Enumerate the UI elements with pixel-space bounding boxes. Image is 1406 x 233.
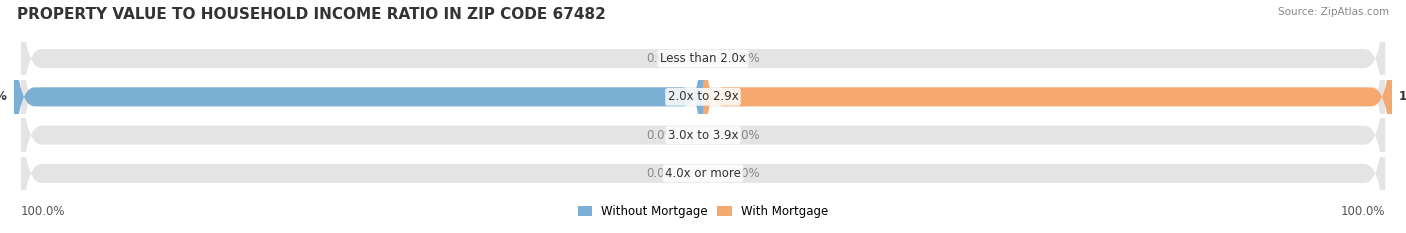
Text: 2.0x to 2.9x: 2.0x to 2.9x (668, 90, 738, 103)
Text: PROPERTY VALUE TO HOUSEHOLD INCOME RATIO IN ZIP CODE 67482: PROPERTY VALUE TO HOUSEHOLD INCOME RATIO… (17, 7, 606, 22)
Text: 3.0x to 3.9x: 3.0x to 3.9x (668, 129, 738, 142)
Text: 0.0%: 0.0% (645, 52, 675, 65)
FancyBboxPatch shape (21, 83, 1385, 233)
Legend: Without Mortgage, With Mortgage: Without Mortgage, With Mortgage (578, 205, 828, 218)
Text: 100.0%: 100.0% (0, 90, 7, 103)
Text: 4.0x or more: 4.0x or more (665, 167, 741, 180)
FancyBboxPatch shape (21, 0, 1385, 149)
Text: Source: ZipAtlas.com: Source: ZipAtlas.com (1278, 7, 1389, 17)
Text: 0.0%: 0.0% (731, 52, 761, 65)
Text: 0.0%: 0.0% (645, 129, 675, 142)
FancyBboxPatch shape (703, 7, 1392, 187)
Text: Less than 2.0x: Less than 2.0x (659, 52, 747, 65)
Text: 0.0%: 0.0% (731, 129, 761, 142)
Text: 100.0%: 100.0% (21, 205, 66, 218)
Text: 100.0%: 100.0% (1399, 90, 1406, 103)
FancyBboxPatch shape (14, 7, 703, 187)
FancyBboxPatch shape (21, 7, 1385, 187)
FancyBboxPatch shape (21, 45, 1385, 226)
Text: 100.0%: 100.0% (1340, 205, 1385, 218)
Text: 0.0%: 0.0% (645, 167, 675, 180)
Text: 0.0%: 0.0% (731, 167, 761, 180)
